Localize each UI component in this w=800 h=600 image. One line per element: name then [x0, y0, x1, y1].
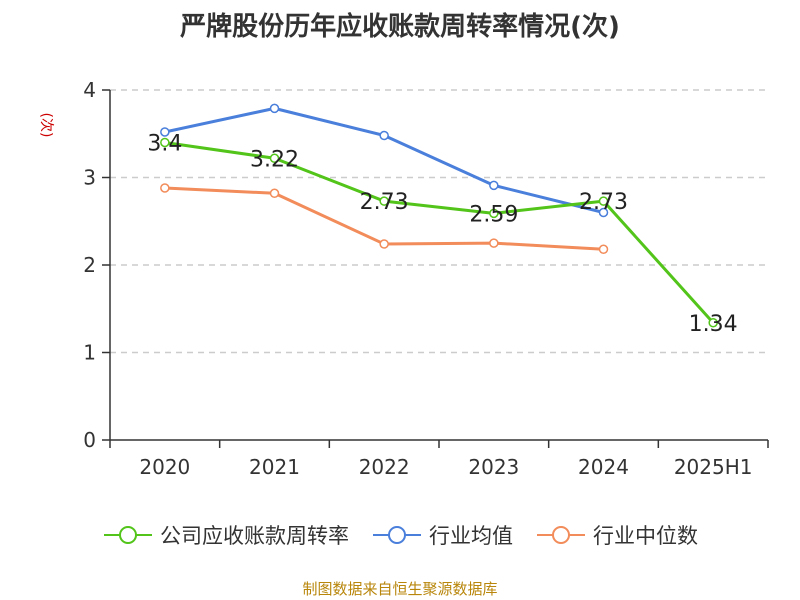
data-point-2: [598, 244, 609, 254]
legend-item-company[interactable]: 公司应收账款周转率: [102, 520, 349, 550]
legend-marker-industry-median: [537, 526, 585, 544]
x-tick-label: 2024: [578, 455, 629, 479]
y-axis-label: (次): [38, 113, 54, 138]
data-point-1: [489, 180, 499, 191]
data-point-0: [598, 196, 609, 206]
data-label: 2.73: [360, 190, 409, 215]
data-point-1: [269, 103, 280, 114]
data-label: 3.4: [147, 132, 182, 157]
chart-title: 严牌股份历年应收账款周转率情况(次): [180, 12, 620, 42]
x-tick-label: 2021: [249, 455, 300, 479]
data-point-0: [708, 318, 718, 328]
legend-label-industry-mean: 行业均值: [429, 524, 513, 548]
x-tick-label: 2022: [359, 455, 410, 479]
data-label: 2.59: [469, 202, 518, 227]
y-tick-label: 4: [83, 78, 96, 102]
series-line-0: [164, 141, 715, 324]
data-point-2: [269, 188, 280, 198]
data-point-0: [160, 137, 170, 148]
x-tick-label: 2025H1: [674, 455, 753, 479]
data-label: 3.22: [250, 147, 299, 172]
x-tick-label: 2023: [468, 455, 519, 479]
y-tick-label: 2: [83, 253, 96, 277]
data-point-2: [160, 183, 170, 193]
data-point-2: [379, 239, 389, 249]
data-label: 1.34: [689, 312, 738, 337]
data-point-0: [379, 196, 389, 206]
x-tick-label: 2020: [139, 455, 190, 479]
legend-item-industry-median[interactable]: 行业中位数: [535, 520, 698, 550]
data-point-1: [379, 130, 389, 141]
legend-item-industry-mean[interactable]: 行业均值: [371, 520, 513, 550]
y-tick-label: 0: [83, 428, 96, 452]
data-point-2: [489, 238, 499, 248]
data-label: 2.73: [579, 190, 628, 215]
data-point-0: [489, 208, 499, 219]
legend-label-industry-median: 行业中位数: [593, 524, 698, 548]
legend-marker-industry-mean: [373, 526, 421, 544]
legend-label-company: 公司应收账款周转率: [160, 524, 349, 548]
data-point-1: [598, 207, 609, 218]
legend-marker-company: [104, 526, 152, 544]
source-note: 制图数据来自恒生聚源数据库: [302, 580, 498, 598]
y-tick-label: 3: [83, 166, 96, 190]
legend: 公司应收账款周转率 行业均值 行业中位数: [0, 520, 800, 550]
y-tick-label: 1: [83, 341, 96, 365]
data-point-0: [269, 153, 280, 163]
data-point-1: [160, 127, 170, 137]
